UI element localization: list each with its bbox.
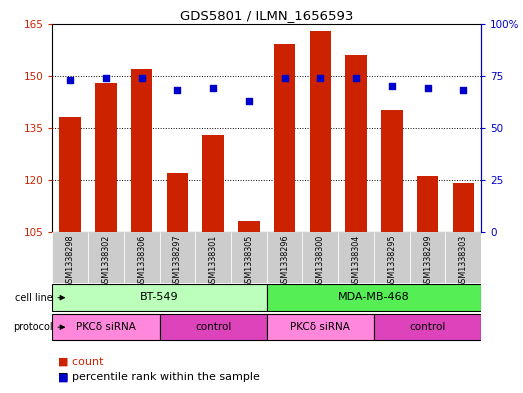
Point (352, 75, 360, 81)
Bar (95, 83, 117, 232)
Text: PKCδ siRNA: PKCδ siRNA (76, 321, 136, 332)
Bar (124, 232, 160, 283)
Bar (160, 314, 267, 340)
Bar (267, 285, 481, 311)
Text: ■ count: ■ count (58, 356, 103, 367)
Bar (167, 173, 188, 232)
Text: cell line: cell line (15, 293, 53, 303)
Text: control: control (410, 321, 446, 332)
Point (173, 87, 181, 94)
Bar (410, 232, 446, 283)
Text: GSM1338296: GSM1338296 (280, 234, 289, 288)
Bar (345, 55, 367, 232)
Text: BT-549: BT-549 (140, 292, 179, 302)
Point (459, 87, 468, 94)
Point (66, 77, 74, 83)
Text: GSM1338298: GSM1338298 (66, 234, 75, 288)
Bar (52, 314, 160, 340)
Bar (160, 232, 195, 283)
Point (423, 85, 431, 91)
Bar (381, 110, 403, 232)
Point (245, 97, 253, 104)
Point (388, 83, 396, 89)
Point (280, 75, 289, 81)
Bar (195, 232, 231, 283)
Bar (267, 232, 302, 283)
Title: GDS5801 / ILMN_1656593: GDS5801 / ILMN_1656593 (180, 9, 354, 22)
Bar (202, 135, 224, 232)
Bar (452, 183, 474, 232)
Bar (88, 232, 124, 283)
Bar (374, 314, 481, 340)
Text: GSM1338297: GSM1338297 (173, 234, 182, 288)
Point (138, 75, 146, 81)
Bar (310, 31, 331, 232)
Point (316, 75, 324, 81)
Point (209, 85, 217, 91)
Bar (302, 232, 338, 283)
Bar (60, 118, 81, 232)
Text: GSM1338302: GSM1338302 (101, 234, 110, 288)
Text: GSM1338303: GSM1338303 (459, 234, 468, 288)
Bar (338, 232, 374, 283)
Point (101, 75, 110, 81)
Text: MDA-MB-468: MDA-MB-468 (338, 292, 410, 302)
Bar (231, 232, 267, 283)
Text: GSM1338300: GSM1338300 (316, 234, 325, 288)
Bar (238, 221, 259, 232)
Text: GSM1338306: GSM1338306 (137, 234, 146, 288)
Text: GSM1338305: GSM1338305 (244, 234, 253, 288)
Bar (267, 314, 374, 340)
Text: control: control (195, 321, 231, 332)
Text: GSM1338295: GSM1338295 (388, 234, 396, 288)
Text: PKCδ siRNA: PKCδ siRNA (290, 321, 350, 332)
Text: ■: ■ (58, 372, 68, 382)
Bar (374, 232, 410, 283)
Text: protocol: protocol (14, 322, 53, 332)
Text: GSM1338299: GSM1338299 (423, 234, 432, 288)
Bar (52, 285, 267, 311)
Bar (52, 232, 88, 283)
Bar (274, 44, 295, 232)
Text: ■ percentile rank within the sample: ■ percentile rank within the sample (58, 372, 259, 382)
Bar (131, 69, 152, 232)
Bar (417, 176, 438, 232)
Text: GSM1338304: GSM1338304 (351, 234, 360, 288)
Bar (446, 232, 481, 283)
Text: GSM1338301: GSM1338301 (209, 234, 218, 288)
